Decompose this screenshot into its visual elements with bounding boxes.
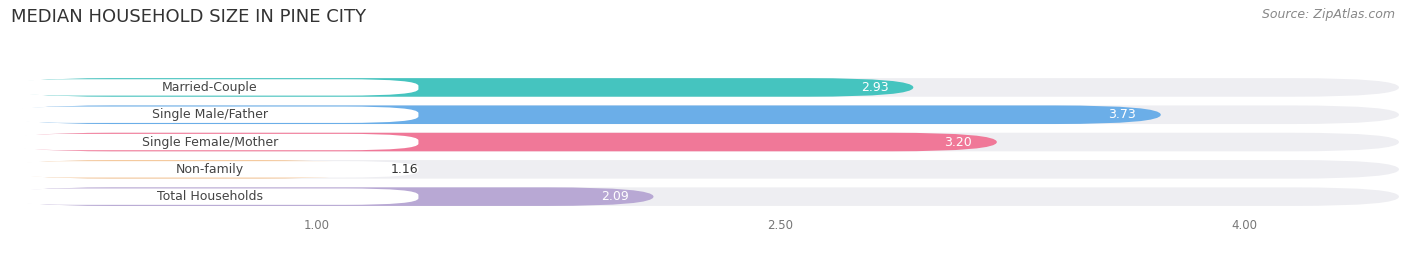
FancyBboxPatch shape xyxy=(1,134,419,150)
FancyBboxPatch shape xyxy=(7,105,1399,124)
FancyBboxPatch shape xyxy=(1,188,419,205)
FancyBboxPatch shape xyxy=(7,78,1399,97)
FancyBboxPatch shape xyxy=(7,133,1399,151)
FancyBboxPatch shape xyxy=(7,133,997,151)
FancyBboxPatch shape xyxy=(7,78,914,97)
Text: Single Female/Mother: Single Female/Mother xyxy=(142,136,278,148)
FancyBboxPatch shape xyxy=(1,161,419,177)
Text: 3.73: 3.73 xyxy=(1108,108,1136,121)
FancyBboxPatch shape xyxy=(7,160,1399,179)
Text: 3.20: 3.20 xyxy=(945,136,972,148)
FancyBboxPatch shape xyxy=(7,187,1399,206)
Text: Single Male/Father: Single Male/Father xyxy=(152,108,267,121)
Text: Total Households: Total Households xyxy=(156,190,263,203)
FancyBboxPatch shape xyxy=(7,105,1161,124)
Text: 2.09: 2.09 xyxy=(600,190,628,203)
Text: Source: ZipAtlas.com: Source: ZipAtlas.com xyxy=(1261,8,1395,21)
FancyBboxPatch shape xyxy=(1,107,419,123)
Text: 2.93: 2.93 xyxy=(860,81,889,94)
Text: 1.16: 1.16 xyxy=(391,163,418,176)
FancyBboxPatch shape xyxy=(7,160,366,179)
Text: Married-Couple: Married-Couple xyxy=(162,81,257,94)
FancyBboxPatch shape xyxy=(1,79,419,96)
FancyBboxPatch shape xyxy=(7,187,654,206)
Text: MEDIAN HOUSEHOLD SIZE IN PINE CITY: MEDIAN HOUSEHOLD SIZE IN PINE CITY xyxy=(11,8,367,26)
Text: Non-family: Non-family xyxy=(176,163,243,176)
